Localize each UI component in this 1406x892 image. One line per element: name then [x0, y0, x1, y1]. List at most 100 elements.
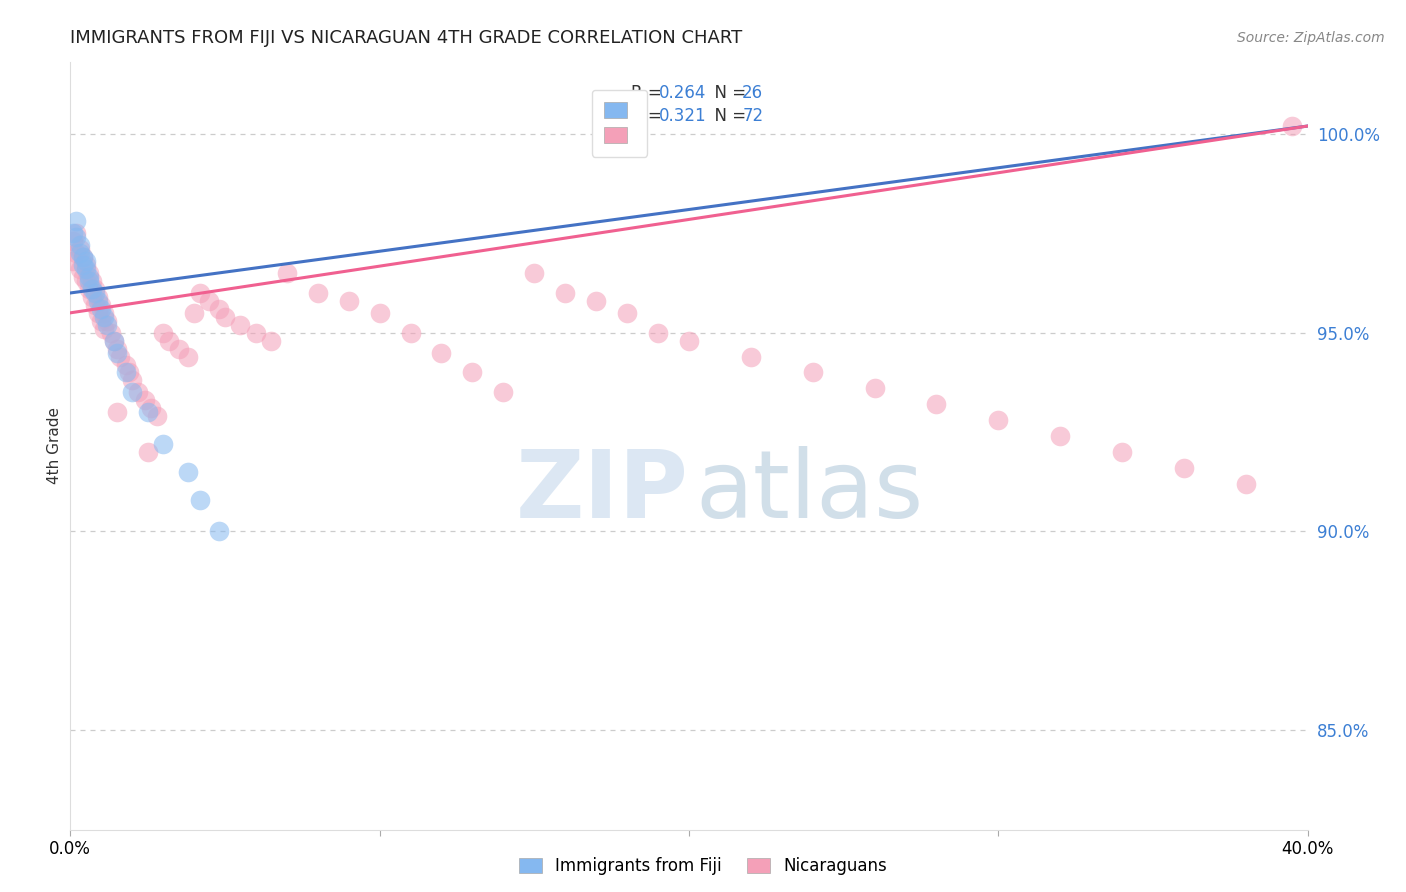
Point	[177, 350, 200, 364]
Point	[103, 334, 125, 348]
Point	[208, 524, 231, 539]
Point	[84, 282, 107, 296]
Point	[801, 366, 824, 380]
Point	[77, 274, 100, 288]
Point	[616, 306, 638, 320]
Point	[461, 366, 484, 380]
Point	[62, 254, 84, 268]
Point	[65, 214, 87, 228]
Point	[93, 306, 115, 320]
Point	[1173, 461, 1195, 475]
Point	[115, 358, 138, 372]
Text: 72: 72	[742, 107, 763, 125]
Point	[430, 345, 453, 359]
Text: atlas: atlas	[695, 446, 924, 538]
Point	[80, 282, 103, 296]
Legend: , : ,	[592, 90, 647, 157]
Point	[69, 246, 91, 260]
Point	[105, 345, 128, 359]
Point	[678, 334, 700, 348]
Point	[127, 385, 149, 400]
Point	[229, 318, 252, 332]
Point	[208, 301, 231, 316]
Point	[80, 290, 103, 304]
Point	[115, 366, 138, 380]
Point	[90, 314, 112, 328]
Point	[93, 322, 115, 336]
Point	[245, 326, 267, 340]
Point	[108, 350, 131, 364]
Point	[72, 258, 94, 272]
Point	[118, 366, 141, 380]
Point	[134, 393, 156, 408]
Point	[146, 409, 169, 424]
Text: 26: 26	[742, 84, 763, 102]
Point	[90, 298, 112, 312]
Point	[152, 437, 174, 451]
Point	[96, 314, 118, 328]
Point	[62, 227, 84, 241]
Text: N =: N =	[704, 84, 751, 102]
Point	[987, 413, 1010, 427]
Point	[139, 401, 162, 416]
Point	[75, 262, 97, 277]
Point	[647, 326, 669, 340]
Point	[121, 373, 143, 387]
Point	[77, 266, 100, 280]
Point	[136, 405, 159, 419]
Point	[103, 334, 125, 348]
Point	[93, 310, 115, 324]
Point	[72, 250, 94, 264]
Point	[77, 270, 100, 285]
Point	[1234, 476, 1257, 491]
Point	[198, 293, 221, 308]
Point	[77, 282, 100, 296]
Point	[585, 293, 607, 308]
Point	[177, 465, 200, 479]
Point	[260, 334, 283, 348]
Point	[337, 293, 360, 308]
Text: N =: N =	[704, 107, 751, 125]
Point	[214, 310, 236, 324]
Point	[84, 298, 107, 312]
Point	[87, 306, 110, 320]
Point	[157, 334, 180, 348]
Y-axis label: 4th Grade: 4th Grade	[46, 408, 62, 484]
Point	[1049, 429, 1071, 443]
Point	[72, 250, 94, 264]
Point	[75, 254, 97, 268]
Text: IMMIGRANTS FROM FIJI VS NICARAGUAN 4TH GRADE CORRELATION CHART: IMMIGRANTS FROM FIJI VS NICARAGUAN 4TH G…	[70, 29, 742, 47]
Point	[65, 227, 87, 241]
Point	[65, 246, 87, 260]
Text: R =: R =	[631, 107, 666, 125]
Point	[188, 492, 211, 507]
Point	[188, 285, 211, 300]
Point	[100, 326, 122, 340]
Point	[90, 301, 112, 316]
Text: R =: R =	[631, 84, 666, 102]
Point	[105, 405, 128, 419]
Point	[554, 285, 576, 300]
Point	[1111, 445, 1133, 459]
Point	[69, 238, 91, 252]
Point	[84, 285, 107, 300]
Point	[69, 242, 91, 256]
Point	[75, 258, 97, 272]
Text: 0.264: 0.264	[659, 84, 707, 102]
Point	[368, 306, 391, 320]
Point	[925, 397, 948, 411]
Text: 0.321: 0.321	[659, 107, 707, 125]
Point	[121, 385, 143, 400]
Point	[87, 290, 110, 304]
Point	[69, 262, 91, 277]
Point	[183, 306, 205, 320]
Point	[136, 445, 159, 459]
Point	[105, 342, 128, 356]
Point	[75, 274, 97, 288]
Point	[307, 285, 329, 300]
Point	[152, 326, 174, 340]
Point	[65, 230, 87, 244]
Point	[523, 266, 546, 280]
Point	[80, 274, 103, 288]
Point	[863, 381, 886, 395]
